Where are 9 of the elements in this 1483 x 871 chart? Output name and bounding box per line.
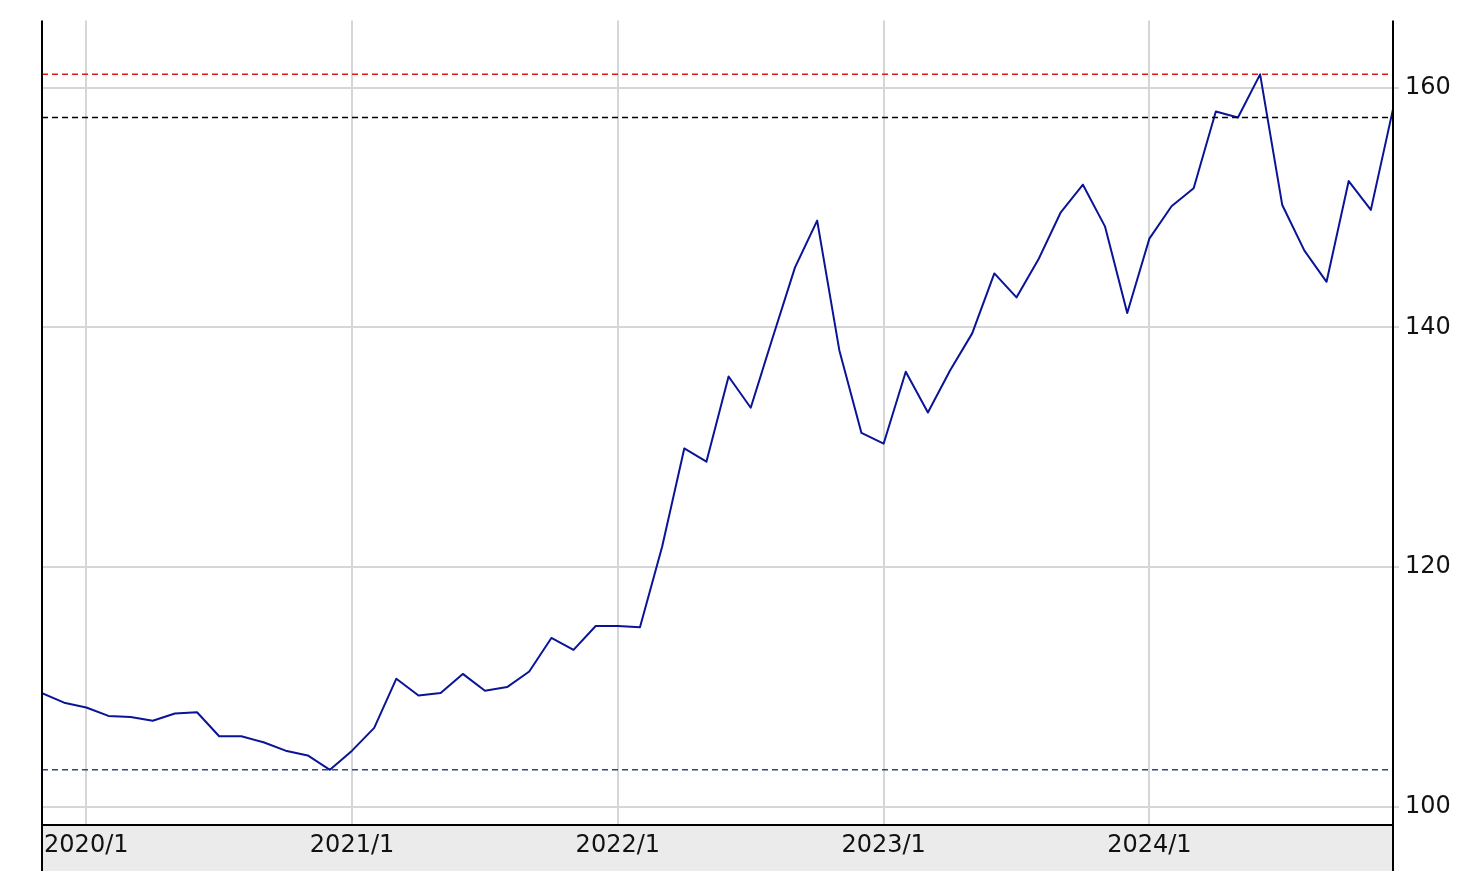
y-tick-label: 100 <box>1405 791 1451 820</box>
x-tick-label: 2020/1 <box>44 829 129 858</box>
x-tick-label: 2022/1 <box>575 829 661 858</box>
x-tick-label: 2023/1 <box>841 829 926 858</box>
y-tick-label: 140 <box>1405 311 1451 340</box>
x-tick-label: 2021/1 <box>309 829 395 858</box>
y-tick-label: 120 <box>1405 551 1451 580</box>
x-tick-label: 2024/1 <box>1107 829 1192 858</box>
y-tick-label: 160 <box>1405 71 1451 100</box>
